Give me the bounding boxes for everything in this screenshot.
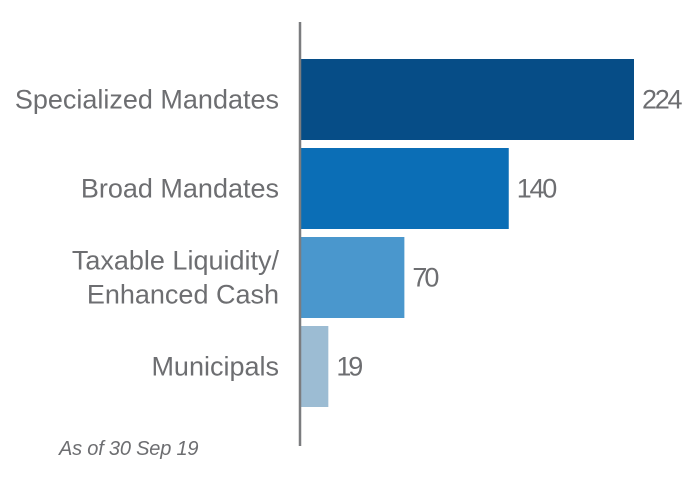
category-label-1: Specialized Mandates	[15, 85, 279, 115]
category-label-2: Broad Mandates	[81, 174, 279, 204]
category-label-4: Municipals	[151, 352, 279, 382]
bar-1	[300, 59, 634, 140]
value-labels-group: 224 140 70 19	[336, 85, 682, 382]
bar-value-label-1: 224	[642, 85, 683, 115]
category-label-3-line-1: Taxable Liquidity/	[72, 246, 280, 276]
bar-value-label-3: 70	[412, 263, 439, 293]
bar-4	[300, 326, 329, 407]
category-labels-group: Specialized Mandates Broad Mandates Taxabl…	[15, 85, 280, 382]
bar-value-label-4: 19	[336, 352, 363, 382]
bar-2	[300, 148, 509, 229]
category-label-3-line-2: Enhanced Cash	[87, 280, 279, 310]
bar-3	[300, 237, 405, 318]
as-of-footnote: As of 30 Sep 19	[59, 438, 199, 460]
bar-value-label-2: 140	[517, 174, 558, 204]
bars-group	[300, 59, 634, 407]
